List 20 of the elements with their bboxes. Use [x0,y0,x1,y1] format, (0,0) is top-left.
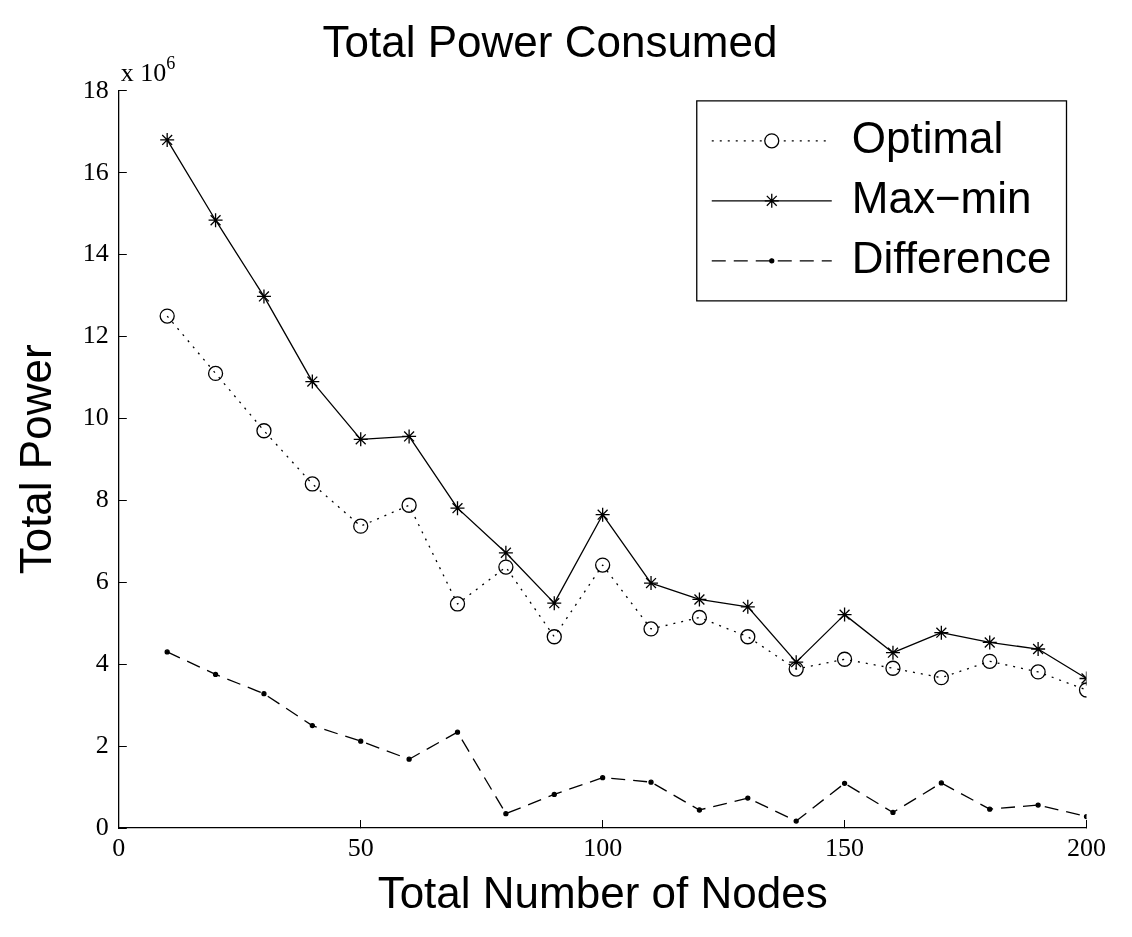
y-tick-label: 8 [95,484,109,514]
legend-label: Difference [851,232,1052,282]
x-tick-label: 200 [1067,833,1106,863]
x-axis-title: Total Number of Nodes [377,867,828,917]
y-tick-label: 10 [82,402,109,432]
chart-title: Total Power Consumed [322,16,778,66]
y-tick-label: 16 [82,156,109,186]
legend-label: Max−min [851,172,1032,222]
y-tick-label: 12 [82,320,109,350]
y-tick-label: 14 [82,238,109,268]
y-tick-label: 4 [95,648,109,678]
x-tick-label: 150 [825,833,865,863]
x-tick-label: 50 [347,833,374,863]
y-axis-title: Total Power [10,344,60,575]
legend-label: Optimal [851,112,1004,162]
y-tick-label: 6 [95,566,109,596]
y-tick-label: 2 [95,729,109,759]
y-tick-label: 18 [82,74,109,104]
y-tick-label: 0 [95,811,109,841]
x-tick-label: 100 [583,833,623,863]
